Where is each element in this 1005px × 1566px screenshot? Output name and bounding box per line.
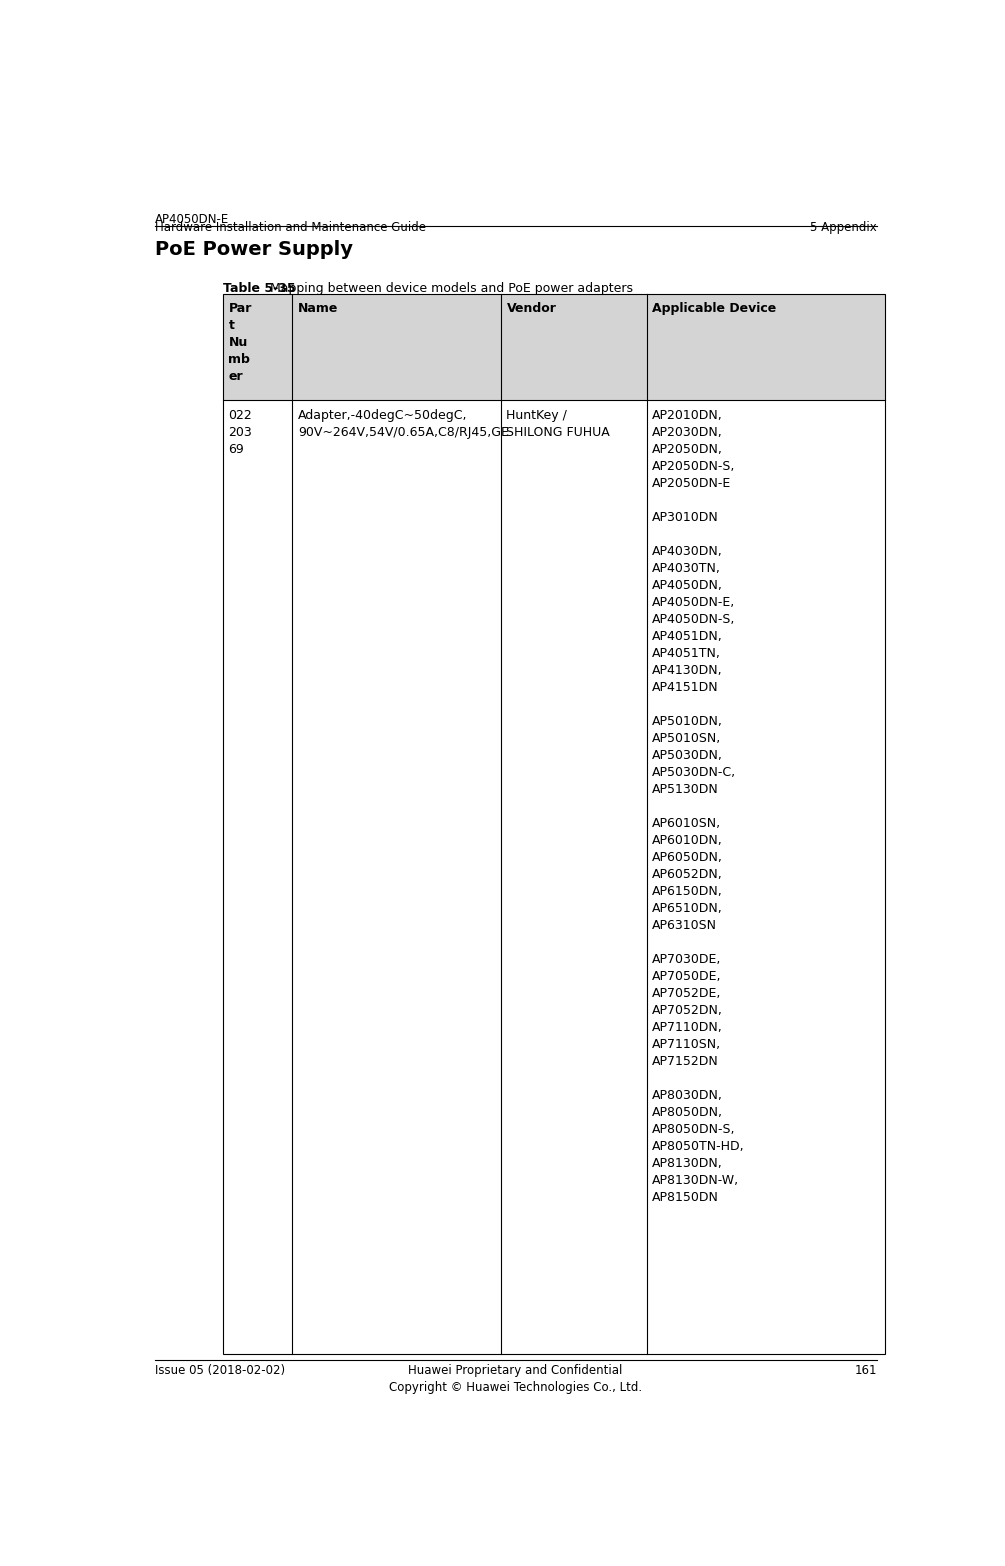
Text: 022
203
69: 022 203 69: [228, 409, 252, 456]
Text: Mapping between device models and PoE power adapters: Mapping between device models and PoE po…: [265, 282, 633, 294]
Text: 161: 161: [854, 1364, 877, 1377]
Bar: [223, 294, 885, 1355]
Bar: [223, 294, 292, 401]
Text: Table 5-35: Table 5-35: [223, 282, 295, 294]
Bar: [501, 294, 646, 401]
Text: HuntKey /
SHILONG FUHUA: HuntKey / SHILONG FUHUA: [507, 409, 610, 438]
Text: AP4050DN-E: AP4050DN-E: [155, 213, 229, 226]
Text: Vendor: Vendor: [507, 302, 557, 315]
Text: 5 Appendix: 5 Appendix: [810, 221, 877, 233]
Bar: [292, 294, 501, 401]
Bar: [223, 401, 885, 1355]
Text: Issue 05 (2018-02-02): Issue 05 (2018-02-02): [155, 1364, 285, 1377]
Text: Hardware Installation and Maintenance Guide: Hardware Installation and Maintenance Gu…: [155, 221, 426, 233]
Text: Par
t
Nu
mb
er: Par t Nu mb er: [228, 302, 252, 384]
Text: Adapter,-40degC~50degC,
90V~264V,54V/0.65A,C8/RJ45,GE: Adapter,-40degC~50degC, 90V~264V,54V/0.6…: [297, 409, 509, 438]
Text: Huawei Proprietary and Confidential
Copyright © Huawei Technologies Co., Ltd.: Huawei Proprietary and Confidential Copy…: [389, 1364, 641, 1394]
Text: Name: Name: [297, 302, 339, 315]
Text: PoE Power Supply: PoE Power Supply: [155, 240, 353, 258]
Text: Applicable Device: Applicable Device: [652, 302, 777, 315]
Text: AP2010DN,
AP2030DN,
AP2050DN,
AP2050DN-S,
AP2050DN-E

AP3010DN

AP4030DN,
AP4030: AP2010DN, AP2030DN, AP2050DN, AP2050DN-S…: [652, 409, 745, 1204]
Bar: [646, 294, 885, 401]
